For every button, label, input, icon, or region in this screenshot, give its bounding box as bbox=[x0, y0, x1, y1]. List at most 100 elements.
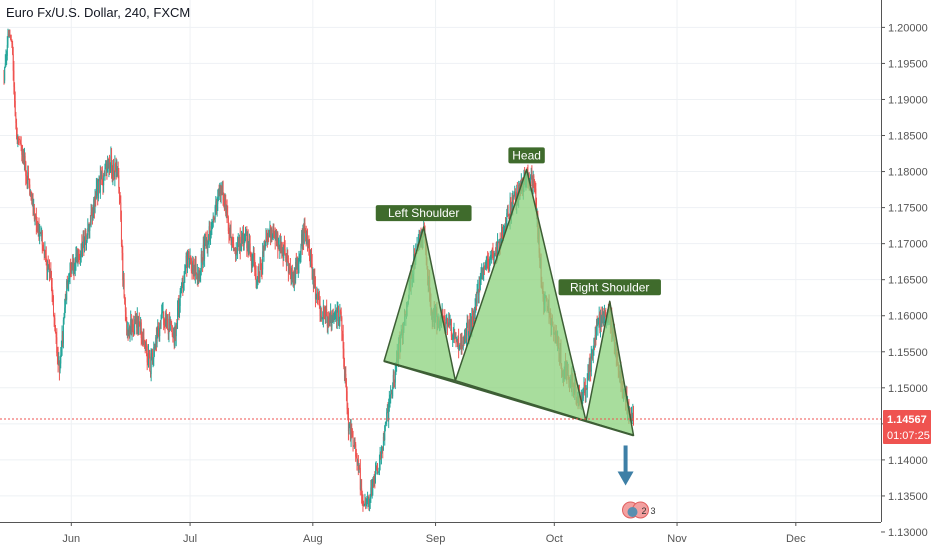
annotation-right-shoulder[interactable]: Right Shoulder bbox=[558, 279, 661, 296]
candle-body bbox=[109, 163, 111, 168]
target-arrow[interactable] bbox=[617, 445, 634, 486]
candle bbox=[458, 344, 460, 351]
candle-body bbox=[239, 236, 241, 245]
candle bbox=[316, 288, 318, 305]
candle bbox=[46, 258, 48, 281]
candle bbox=[473, 306, 475, 322]
candle-body bbox=[372, 481, 374, 488]
candle-body bbox=[327, 317, 329, 327]
candle-body bbox=[192, 260, 194, 275]
candle bbox=[299, 250, 301, 264]
candle bbox=[464, 329, 466, 345]
candle bbox=[356, 453, 358, 471]
annotation-left-shoulder[interactable]: Left Shoulder bbox=[375, 205, 472, 222]
candle-body bbox=[379, 452, 381, 465]
candle bbox=[253, 247, 255, 268]
candle bbox=[233, 237, 235, 252]
candle-body bbox=[380, 452, 382, 458]
candle-body bbox=[461, 340, 463, 346]
candle-body bbox=[65, 299, 67, 301]
candle-body bbox=[192, 260, 194, 272]
candle bbox=[30, 190, 32, 201]
candle bbox=[159, 320, 161, 329]
candle-body bbox=[476, 289, 478, 304]
candle-body bbox=[351, 431, 353, 438]
candle bbox=[250, 251, 252, 261]
candle-body bbox=[508, 214, 510, 217]
candle-body bbox=[268, 233, 270, 235]
candle-body bbox=[594, 338, 596, 348]
candle bbox=[345, 366, 347, 388]
candle-body bbox=[188, 259, 190, 267]
candle bbox=[338, 316, 340, 330]
candle-body bbox=[159, 323, 161, 336]
candle bbox=[21, 145, 23, 164]
candle bbox=[72, 253, 74, 276]
candle-body bbox=[112, 163, 114, 176]
candle bbox=[493, 250, 495, 264]
candle-body bbox=[278, 247, 280, 250]
candle bbox=[480, 267, 482, 285]
candle bbox=[204, 233, 206, 267]
candle-body bbox=[14, 86, 16, 101]
candle bbox=[35, 207, 37, 235]
annotation-head[interactable]: Head bbox=[508, 147, 545, 164]
candle bbox=[89, 223, 91, 239]
candle bbox=[238, 237, 240, 251]
candle-body bbox=[349, 422, 351, 424]
candle bbox=[590, 356, 592, 382]
candle bbox=[126, 316, 128, 336]
candle bbox=[485, 260, 487, 270]
candle-body bbox=[194, 265, 196, 276]
candle-body bbox=[444, 317, 446, 326]
candle-body bbox=[312, 269, 314, 289]
candle-body bbox=[26, 179, 28, 181]
candle-body bbox=[386, 411, 388, 413]
candle bbox=[33, 203, 35, 222]
candle-body bbox=[279, 239, 281, 250]
candle-body bbox=[66, 280, 68, 300]
candle-body bbox=[204, 243, 206, 259]
candle bbox=[202, 236, 204, 269]
candle-body bbox=[375, 468, 377, 470]
candle bbox=[277, 237, 279, 250]
candle bbox=[31, 193, 33, 207]
candle-body bbox=[85, 230, 87, 246]
candle-body bbox=[497, 242, 499, 256]
candle bbox=[40, 225, 42, 237]
candle bbox=[293, 270, 295, 289]
candle-body bbox=[223, 200, 225, 203]
candle bbox=[173, 326, 175, 350]
candle-body bbox=[505, 221, 507, 230]
candle-body bbox=[371, 487, 373, 493]
candle bbox=[463, 335, 465, 346]
candle bbox=[462, 344, 464, 350]
candle-body bbox=[317, 297, 319, 300]
candle bbox=[37, 220, 39, 234]
candle-body bbox=[599, 314, 601, 331]
candle bbox=[372, 477, 374, 496]
candle-body bbox=[531, 174, 533, 184]
candle bbox=[130, 310, 132, 335]
candle bbox=[141, 331, 143, 345]
candle-body bbox=[473, 315, 475, 318]
candle bbox=[134, 315, 136, 335]
candle bbox=[156, 326, 158, 348]
candle bbox=[115, 157, 117, 180]
candle bbox=[373, 476, 375, 488]
candle bbox=[451, 332, 453, 340]
candle bbox=[10, 34, 12, 41]
neckline[interactable] bbox=[383, 360, 634, 437]
candle bbox=[120, 195, 122, 222]
candle bbox=[82, 241, 84, 258]
candle bbox=[590, 345, 592, 377]
candle bbox=[128, 324, 130, 339]
candle-body bbox=[86, 235, 88, 242]
candle-body bbox=[144, 343, 146, 347]
candle bbox=[338, 305, 340, 326]
candle-body bbox=[483, 266, 485, 269]
candle-body bbox=[586, 377, 588, 390]
candle-body bbox=[363, 502, 365, 506]
